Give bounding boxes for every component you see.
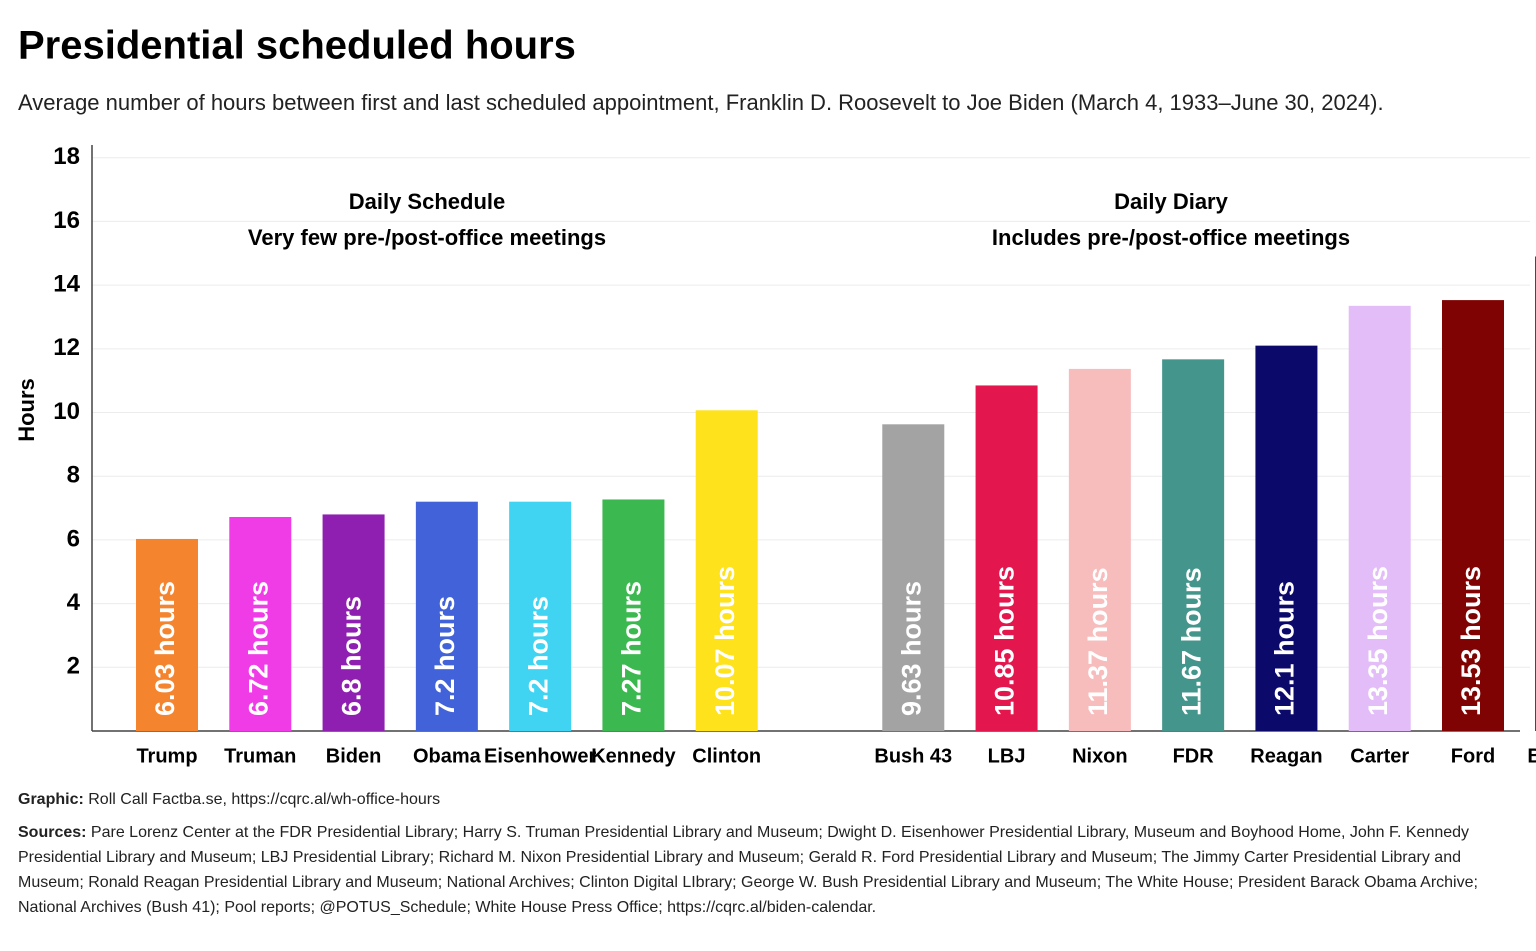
bar (1348, 305, 1411, 731)
y-tick-label: 18 (53, 143, 80, 170)
credit-text: Roll Call Factba.se, https://cqrc.al/wh-… (88, 791, 441, 808)
y-tick-label: 2 (67, 653, 80, 680)
x-tick-label: Trump (136, 745, 197, 767)
chart-title: Presidential scheduled hours (18, 24, 576, 68)
x-tick-label: Eisenhower (484, 745, 596, 767)
x-tick-label: Clinton (692, 745, 761, 767)
y-tick-label: 6 (67, 525, 80, 552)
y-tick-label: 8 (67, 462, 80, 489)
bar (1255, 345, 1318, 731)
x-tick-label: Bush 41 (1527, 745, 1536, 767)
y-axis-label: Hours (14, 378, 39, 442)
x-tick-label: FDR (1173, 745, 1215, 767)
y-tick-label: 16 (53, 207, 80, 234)
value-label: 6.72 hours (243, 581, 273, 716)
bar (975, 385, 1038, 731)
x-tick-label: Reagan (1250, 745, 1322, 767)
annotation-title: Daily Diary (1114, 189, 1228, 214)
bar (415, 501, 478, 731)
chart-subtitle: Average number of hours between first an… (18, 90, 1384, 115)
annotation-text: Includes pre-/post-office meetings (992, 225, 1350, 250)
value-label: 7.27 hours (617, 581, 647, 716)
bar (322, 514, 385, 731)
sources: Sources: Pare Lorenz Center at the FDR P… (18, 820, 1488, 920)
bar (229, 516, 292, 731)
x-tick-label: Carter (1350, 745, 1409, 767)
sources-label: Sources: (18, 824, 87, 841)
bar (1442, 300, 1504, 731)
value-label: 7.2 hours (430, 596, 460, 716)
credit-label: Graphic: (18, 791, 84, 808)
value-label: 12.1 hours (1270, 581, 1300, 716)
x-tick-label: Bush 43 (874, 745, 952, 767)
value-label: 11.37 hours (1083, 567, 1113, 716)
x-tick-label: Ford (1451, 745, 1495, 767)
annotation-title: Daily Schedule (349, 189, 506, 214)
x-tick-label: LBJ (988, 745, 1026, 767)
y-tick-label: 14 (53, 270, 80, 297)
value-label: 7.2 hours (523, 596, 553, 716)
chart: Presidential scheduled hours Average num… (14, 24, 1536, 767)
bar (602, 499, 665, 731)
value-label: 6.03 hours (150, 581, 180, 716)
bar (1162, 359, 1225, 731)
x-tick-label: Nixon (1072, 745, 1128, 767)
value-label: 11.67 hours (1176, 567, 1206, 716)
annotation-text: Very few pre-/post-office meetings (248, 225, 606, 250)
credit: Graphic: Roll Call Factba.se, https://cq… (18, 787, 1488, 812)
x-tick-label: Kennedy (591, 745, 676, 767)
value-label: 13.35 hours (1363, 566, 1393, 716)
x-tick-label: Biden (326, 745, 382, 767)
y-tick-label: 4 (67, 589, 81, 616)
sources-text: Pare Lorenz Center at the FDR Presidenti… (18, 824, 1478, 916)
value-label: 6.8 hours (337, 596, 367, 716)
value-label: 13.53 hours (1456, 566, 1486, 716)
x-tick-label: Obama (413, 745, 482, 767)
bar (509, 501, 572, 731)
value-label: 9.63 hours (896, 581, 926, 716)
x-tick-label: Truman (224, 745, 296, 767)
value-label: 10.85 hours (990, 566, 1020, 716)
y-tick-label: 12 (53, 334, 80, 361)
bar (882, 424, 945, 731)
value-label: 10.07 hours (710, 566, 740, 716)
bar (136, 538, 198, 731)
y-tick-label: 10 (53, 398, 80, 425)
bar (1068, 368, 1131, 731)
bar (695, 410, 758, 731)
